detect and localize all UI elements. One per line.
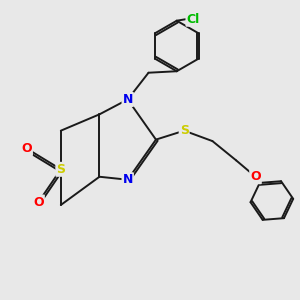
- Text: N: N: [122, 93, 133, 106]
- Text: Cl: Cl: [187, 13, 200, 26]
- Text: O: O: [250, 170, 261, 183]
- Text: S: S: [180, 124, 189, 137]
- Text: O: O: [21, 142, 32, 155]
- Text: S: S: [56, 163, 65, 176]
- Text: N: N: [122, 173, 133, 186]
- Text: O: O: [33, 196, 44, 208]
